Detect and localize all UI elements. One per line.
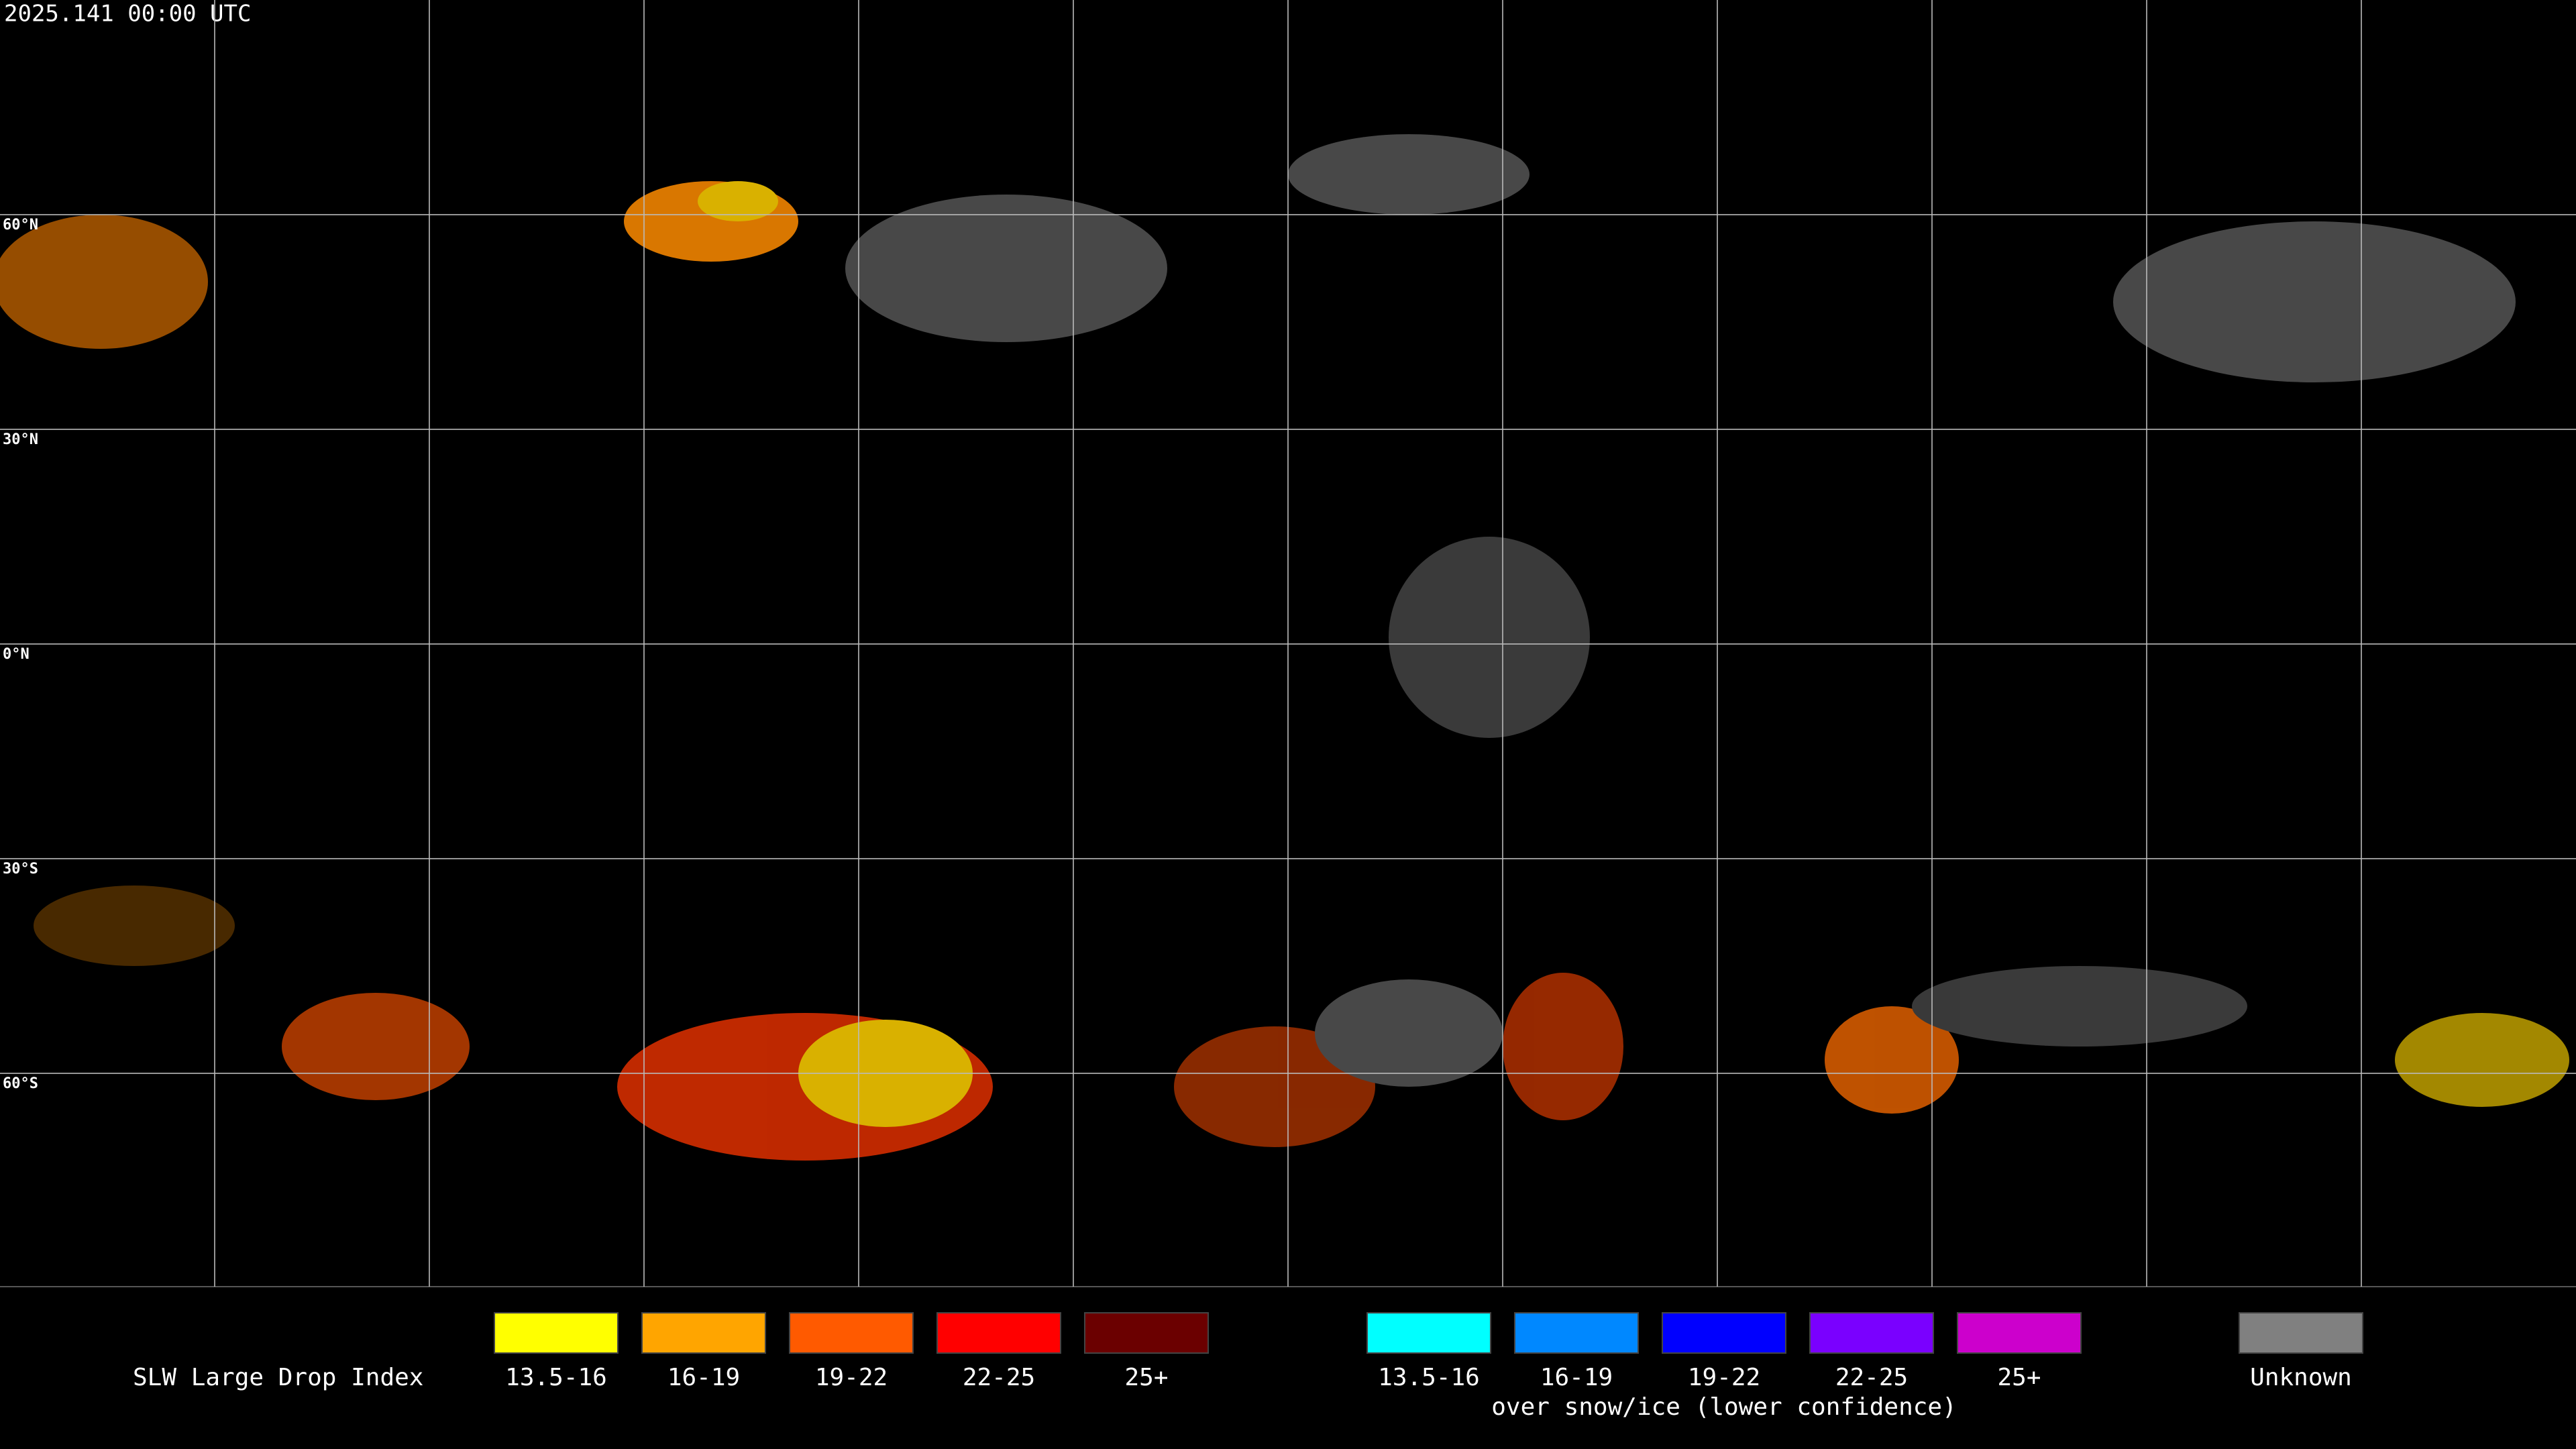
legend-caption: over snow/ice (lower confidence) [1491, 1393, 1957, 1421]
cloud-patches [0, 134, 2569, 1161]
latitude-label: 60°S [3, 1075, 38, 1092]
legend-label: 22-25 [963, 1364, 1035, 1391]
legend-swatch [494, 1312, 619, 1354]
legend-label: 25+ [1124, 1364, 1168, 1391]
patch [845, 195, 1167, 342]
legend-swatch [1514, 1312, 1639, 1354]
legend-swatch [936, 1312, 1061, 1354]
patch [2395, 1013, 2569, 1107]
patch [1389, 537, 1590, 738]
legend-label: 25+ [1997, 1364, 2041, 1391]
latitude-label: 60°N [3, 217, 38, 233]
legend-swatch [1809, 1312, 1934, 1354]
legend-label: 19-22 [815, 1364, 888, 1391]
latitude-label: 30°N [3, 431, 38, 448]
legend-label: 13.5-16 [505, 1364, 607, 1391]
legend-swatch [1366, 1312, 1491, 1354]
legend-swatch [1084, 1312, 1209, 1354]
patch [1912, 966, 2247, 1046]
patch [1503, 973, 1623, 1120]
legend-label: 16-19 [1540, 1364, 1613, 1391]
patch [1825, 1006, 1959, 1114]
patch [0, 215, 208, 349]
legend-swatch [789, 1312, 914, 1354]
patch [1315, 979, 1503, 1087]
legend-swatch [2239, 1312, 2363, 1354]
legend-label: Unknown [2250, 1364, 2352, 1391]
latitude-label: 30°S [3, 861, 38, 877]
legend-swatch [1662, 1312, 1786, 1354]
legend-title: SLW Large Drop Index [133, 1364, 423, 1391]
patch [2113, 221, 2516, 382]
patch [1288, 134, 1529, 215]
legend-swatch [1957, 1312, 2082, 1354]
legend-label: 13.5-16 [1378, 1364, 1480, 1391]
latitude-label: 0°N [3, 646, 30, 663]
legend-label: 16-19 [667, 1364, 740, 1391]
legend-label: 19-22 [1688, 1364, 1760, 1391]
patch [282, 993, 470, 1100]
legend-swatch [641, 1312, 766, 1354]
patch [34, 885, 235, 966]
legend-label: 22-25 [1835, 1364, 1908, 1391]
timestamp: 2025.141 00:00 UTC [4, 1, 251, 28]
patch [698, 181, 778, 221]
